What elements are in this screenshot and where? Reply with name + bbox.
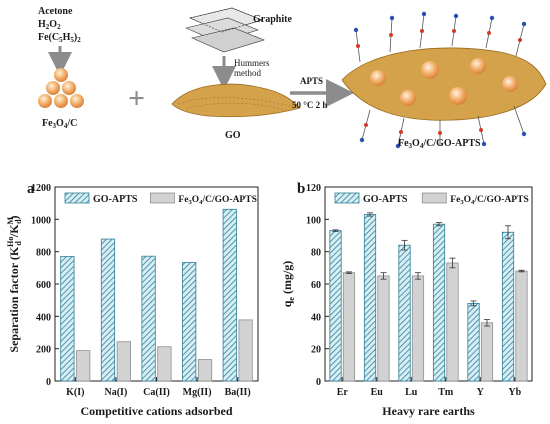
graphite-icon <box>185 7 265 53</box>
reagent-h2o2: H2O2 <box>38 19 61 31</box>
bar-fe3o4c-go-apts <box>377 275 390 382</box>
y-tick-label: 40 <box>311 312 321 323</box>
bar-go-apts <box>501 231 515 382</box>
label-go: GO <box>225 130 241 141</box>
y-tick-label: 1000 <box>31 215 51 226</box>
x-tick-label: Tm <box>438 387 454 398</box>
chart-b: 0 20 40 60 80 100 120 Er Eu Lu Tm Y Yb GO-APTS Fe3O4/C… <box>280 181 533 418</box>
bar-go-apts <box>329 230 342 382</box>
label-apts: APTS <box>300 76 323 86</box>
label-graphite: Graphite <box>253 14 292 25</box>
plus-icon: + <box>128 82 145 115</box>
plot-frame <box>324 186 533 382</box>
legend-swatch-go-apts <box>64 192 90 204</box>
y-tick-label: 800 <box>36 248 51 259</box>
bar-fe3o4c-go-apts <box>515 270 528 382</box>
bar-go-apts <box>398 244 411 382</box>
product-composite-icon <box>341 11 547 149</box>
y-tick-label: 100 <box>306 215 321 226</box>
bar-fe3o4c-go-apts <box>76 350 91 382</box>
bar-fe3o4c-go-apts <box>446 262 459 382</box>
legend-label-fe3o4c-go-apts: Fe3O4/C/GO-APTS <box>178 195 256 206</box>
y-tick-label: 0 <box>316 377 321 388</box>
x-tick-label: K(I) <box>66 387 84 398</box>
bar-go-apts <box>100 238 116 382</box>
bar-fe3o4c-go-apts <box>238 319 253 382</box>
y-tick-label: 200 <box>36 345 51 356</box>
legend-label-go-apts: GO-APTS <box>363 194 408 205</box>
legend-swatch-fe3o4c-go-apts <box>421 192 447 204</box>
bar-go-apts <box>432 223 446 382</box>
bar-go-apts <box>60 256 75 382</box>
bar-fe3o4c-go-apts <box>342 272 356 382</box>
y-tick-label: 400 <box>36 312 51 323</box>
label-hummers: Hummers method <box>234 58 270 78</box>
x-tick-label: Eu <box>371 387 384 398</box>
x-axis-label: Heavy rare earths <box>382 404 475 418</box>
x-tick-label: Er <box>337 387 349 398</box>
bar-fe3o4c-go-apts <box>197 359 213 382</box>
x-tick-label: Ba(II) <box>225 387 251 398</box>
synthesis-scheme: Acetone H2O2 Fe(C5H5)2 Fe3O4/C + Graphit… <box>38 6 547 150</box>
reagent-acetone: Acetone <box>38 6 73 17</box>
fe3o4c-spheres-icon <box>38 68 84 108</box>
x-axis-label: Competitive cations adsorbed <box>81 404 233 418</box>
y-tick-label: 60 <box>311 280 321 291</box>
bar-fe3o4c-go-apts <box>480 322 494 382</box>
x-tick-label: Na(I) <box>105 387 128 398</box>
chart-a: 0 200 400 600 800 1000 1200 K(I) Na(I) Ca(II) Mg(I… <box>6 181 259 418</box>
bar-go-apts <box>141 255 156 382</box>
label-product: Fe3O4/C/GO-APTS <box>398 138 481 150</box>
y-axis-label: Separation factor (KHod/KMd) <box>6 215 23 352</box>
bar-go-apts <box>467 302 480 382</box>
x-tick-label: Ca(II) <box>143 387 170 398</box>
legend-label-go-apts: GO-APTS <box>93 194 138 205</box>
legend-swatch-fe3o4c-go-apts <box>150 192 175 204</box>
y-tick-label: 120 <box>306 183 321 194</box>
panel-letter: b <box>297 181 305 197</box>
y-tick-label: 80 <box>311 248 321 259</box>
legend-swatch-go-apts <box>334 192 360 204</box>
label-condition: 50 °C 2 h <box>292 100 327 110</box>
bar-go-apts <box>222 208 237 382</box>
y-tick-label: 1200 <box>31 183 51 194</box>
legend-label-fe3o4c-go-apts: Fe3O4/C/GO-APTS <box>450 195 528 206</box>
x-tick-label: Y <box>477 387 485 398</box>
bar-fe3o4c-go-apts <box>157 346 172 382</box>
x-tick-label: Mg(II) <box>183 387 212 398</box>
go-sheet-icon <box>171 83 301 118</box>
panel-letter: a <box>27 181 35 197</box>
y-axis-label: qe (mg/g) <box>280 261 296 308</box>
x-tick-label: Yb <box>508 387 521 398</box>
y-tick-label: 20 <box>311 345 321 356</box>
label-fe3o4c: Fe3O4/C <box>42 118 77 130</box>
bar-go-apts <box>182 262 197 382</box>
y-tick-label: 0 <box>46 377 51 388</box>
bar-fe3o4c-go-apts <box>411 275 425 382</box>
bar-go-apts <box>363 214 377 382</box>
x-tick-label: Lu <box>405 387 418 398</box>
y-tick-label: 600 <box>36 280 51 291</box>
reagent-ferrocene: Fe(C5H5)2 <box>38 32 81 44</box>
bar-fe3o4c-go-apts <box>116 341 131 382</box>
